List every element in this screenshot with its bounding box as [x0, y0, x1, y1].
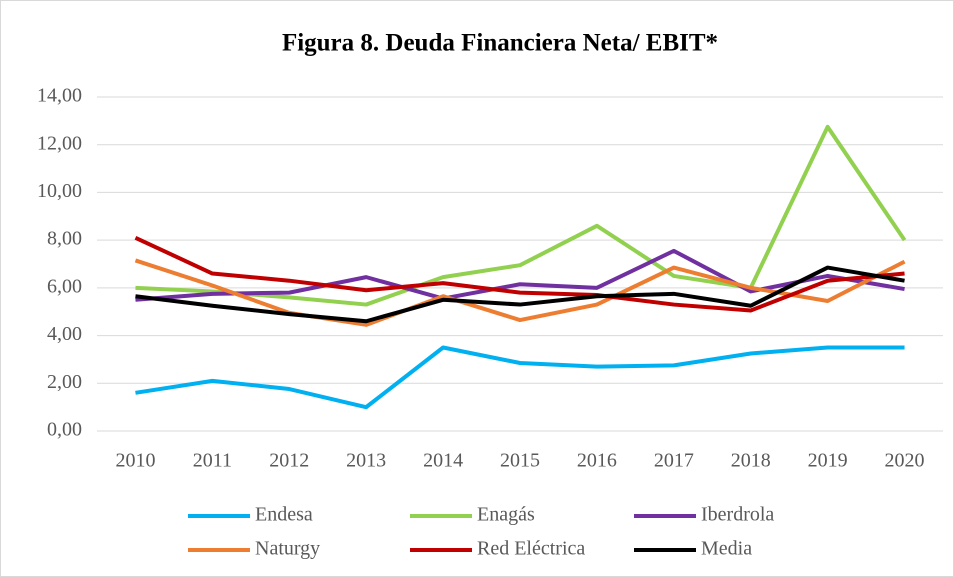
x-tick-label: 2016: [577, 450, 617, 472]
series-line: [134, 235, 905, 313]
x-tick-label: 2020: [885, 450, 925, 472]
x-tick-label: 2010: [115, 450, 155, 472]
x-tick-label: 2017: [654, 450, 694, 472]
legend-label: Naturgy: [255, 538, 320, 560]
x-tick-label: 2013: [346, 450, 386, 472]
y-tick-label: 6,00: [47, 275, 82, 297]
y-tick-label: 14,00: [37, 85, 82, 107]
legend-label: Enagás: [477, 504, 535, 526]
legend-label: Iberdrola: [701, 504, 774, 526]
x-tick-label: 2018: [731, 450, 771, 472]
legend-label: Media: [701, 538, 752, 560]
series-line: [135, 124, 907, 307]
series-line: [135, 248, 905, 302]
series-line: [135, 265, 905, 324]
y-tick-label: 8,00: [47, 228, 82, 250]
chart-title: Figura 8. Deuda Financiera Neta/ EBIT*: [282, 30, 718, 57]
x-tick-label: 2019: [808, 450, 848, 472]
y-tick-label: 12,00: [37, 132, 82, 154]
series-line: [135, 345, 905, 410]
y-tick-label: 2,00: [47, 371, 82, 393]
x-tick-label: 2011: [193, 450, 232, 472]
x-tick-label: 2015: [500, 450, 540, 472]
y-tick-label: 10,00: [37, 180, 82, 202]
legend-label: Endesa: [255, 504, 313, 526]
x-tick-label: 2012: [269, 450, 309, 472]
legend-label: Red Eléctrica: [477, 538, 585, 560]
x-tick-label: 2014: [423, 450, 463, 472]
y-tick-label: 4,00: [47, 323, 82, 345]
y-tick-label: 0,00: [47, 419, 82, 441]
